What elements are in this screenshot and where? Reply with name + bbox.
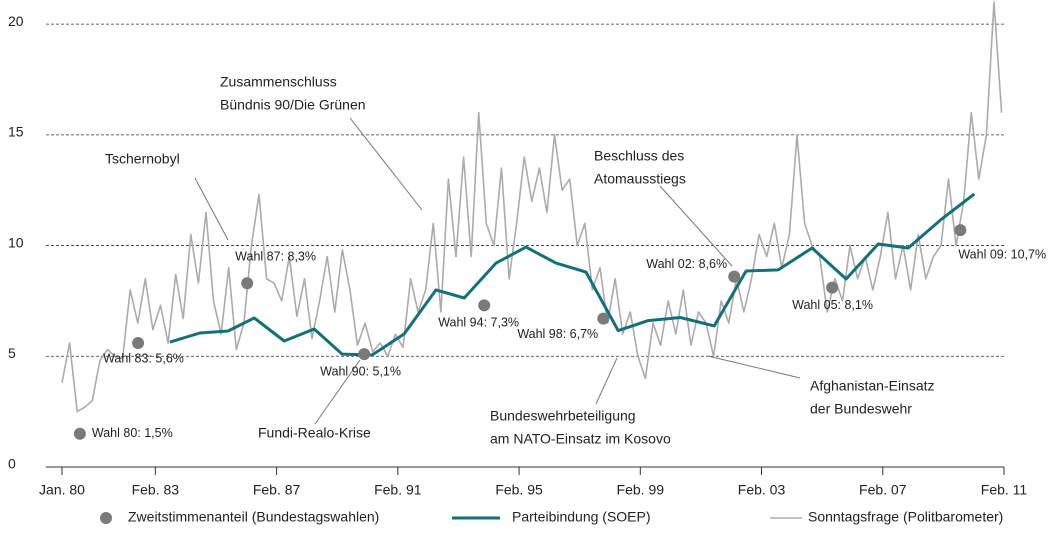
election-dot bbox=[728, 270, 741, 283]
annotation-connector bbox=[595, 357, 618, 405]
legend-label: Parteibindung (SOEP) bbox=[512, 509, 651, 525]
x-tick-label: Feb. 83 bbox=[132, 482, 180, 498]
x-tick-label: Feb. 11 bbox=[981, 482, 1028, 498]
annotation-connector bbox=[314, 359, 361, 425]
x-tick-label: Feb. 95 bbox=[495, 482, 543, 498]
series-line bbox=[169, 192, 976, 357]
x-tick-label: Jan. 80 bbox=[39, 482, 85, 498]
data-label: Wahl 83: 5,6% bbox=[103, 351, 184, 365]
y-tick-label: 20 bbox=[8, 13, 24, 29]
data-label: Wahl 09: 10,7% bbox=[958, 247, 1046, 261]
election-dot bbox=[358, 348, 371, 361]
annotation: Afghanistan-Einsatz bbox=[810, 378, 935, 394]
data-label: Wahl 98: 6,7% bbox=[517, 327, 598, 341]
annotation: der Bundeswehr bbox=[810, 401, 912, 417]
y-tick-label: 10 bbox=[8, 234, 24, 250]
annotation: Fundi-Realo-Krise bbox=[258, 425, 371, 441]
y-tick-label: 0 bbox=[8, 456, 16, 472]
series-line bbox=[61, 1, 1003, 413]
legend-marker bbox=[100, 512, 112, 524]
election-dot bbox=[132, 337, 145, 349]
election-dot bbox=[597, 312, 610, 325]
annotation: Zusammenschluss bbox=[220, 74, 337, 90]
data-label: Wahl 02: 8,6% bbox=[646, 257, 727, 271]
x-tick-label: Feb. 99 bbox=[617, 482, 665, 498]
y-tick-label: 15 bbox=[8, 124, 24, 140]
annotation-connector bbox=[349, 117, 423, 211]
data-label: Wahl 87: 8,3% bbox=[235, 250, 316, 264]
annotation: am NATO-Einsatz im Kosovo bbox=[490, 431, 671, 447]
x-tick-label: Feb. 87 bbox=[253, 482, 301, 498]
legend-label: Sonntagsfrage (Politbarometer) bbox=[808, 509, 1003, 525]
annotation: Beschluss des bbox=[594, 148, 684, 164]
y-tick-label: 5 bbox=[8, 345, 16, 361]
annotation: Atomausstiegs bbox=[594, 171, 686, 187]
annotation-connector bbox=[707, 355, 801, 379]
data-label: Wahl 90: 5,1% bbox=[320, 364, 401, 378]
annotation-connector bbox=[659, 185, 733, 267]
x-tick-label: Feb. 03 bbox=[738, 482, 786, 498]
data-label: Wahl 05: 8,1% bbox=[792, 298, 873, 312]
x-tick-label: Feb. 07 bbox=[859, 482, 907, 498]
annotation: Bündnis 90/Die Grünen bbox=[220, 97, 366, 113]
election-dot bbox=[478, 299, 491, 312]
data-label: Wahl 94: 7,3% bbox=[438, 316, 519, 330]
election-dot bbox=[954, 224, 967, 237]
x-tick-label: Feb. 91 bbox=[374, 482, 422, 498]
annotation: Tschernobyl bbox=[105, 151, 180, 167]
data-label: Wahl 80: 1,5% bbox=[92, 426, 173, 440]
election-dot bbox=[826, 281, 839, 294]
annotation: Bundeswehrbeteiligung bbox=[490, 408, 636, 424]
election-dot bbox=[73, 427, 86, 440]
election-dot bbox=[241, 277, 254, 290]
legend-label: Zweitstimmenanteil (Bundestagswahlen) bbox=[128, 509, 379, 525]
annotation-connector bbox=[194, 177, 229, 241]
